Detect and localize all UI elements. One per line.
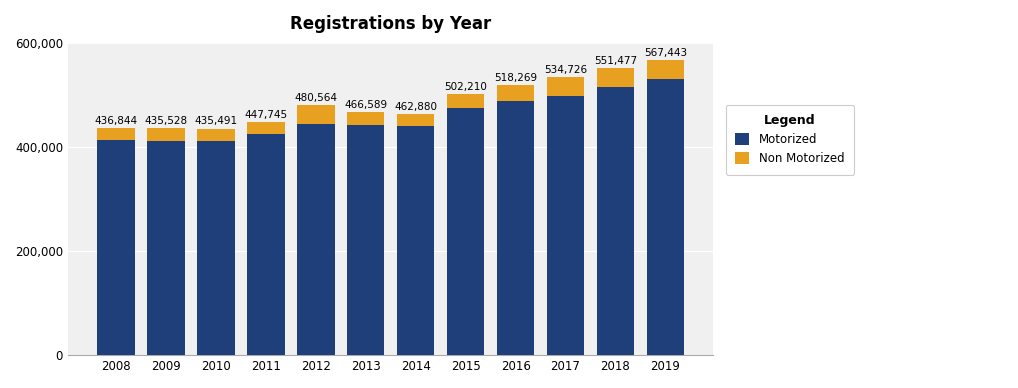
Text: 567,443: 567,443	[643, 48, 687, 58]
Text: 551,477: 551,477	[593, 56, 637, 66]
Text: 447,745: 447,745	[244, 110, 287, 120]
Bar	[447, 109, 485, 355]
Bar	[646, 79, 684, 355]
Title: Registrations by Year: Registrations by Year	[290, 15, 492, 33]
Bar	[297, 124, 335, 355]
Text: 518,269: 518,269	[494, 73, 538, 83]
Text: 534,726: 534,726	[544, 65, 587, 75]
Bar	[497, 85, 534, 101]
Bar	[247, 135, 285, 355]
Text: 436,844: 436,844	[95, 116, 137, 126]
Legend: Motorized, Non Motorized: Motorized, Non Motorized	[726, 105, 854, 175]
Bar	[297, 105, 335, 124]
Bar	[397, 126, 435, 355]
Text: 435,528: 435,528	[145, 116, 187, 126]
Bar	[347, 112, 385, 125]
Text: 466,589: 466,589	[344, 100, 387, 110]
Bar	[547, 96, 584, 355]
Bar	[597, 68, 634, 87]
Bar	[98, 140, 134, 355]
Text: 480,564: 480,564	[294, 93, 337, 103]
Bar	[148, 141, 184, 355]
Bar	[397, 114, 435, 126]
Text: 435,491: 435,491	[194, 116, 237, 126]
Bar	[347, 125, 385, 355]
Text: 502,210: 502,210	[444, 82, 487, 92]
Bar	[247, 122, 285, 135]
Bar	[497, 101, 534, 355]
Text: 462,880: 462,880	[394, 102, 437, 112]
Bar	[597, 87, 634, 355]
Bar	[646, 60, 684, 79]
Bar	[197, 141, 235, 355]
Bar	[197, 128, 235, 141]
Bar	[98, 128, 134, 140]
Bar	[148, 128, 184, 141]
Bar	[547, 77, 584, 96]
Bar	[447, 94, 485, 109]
